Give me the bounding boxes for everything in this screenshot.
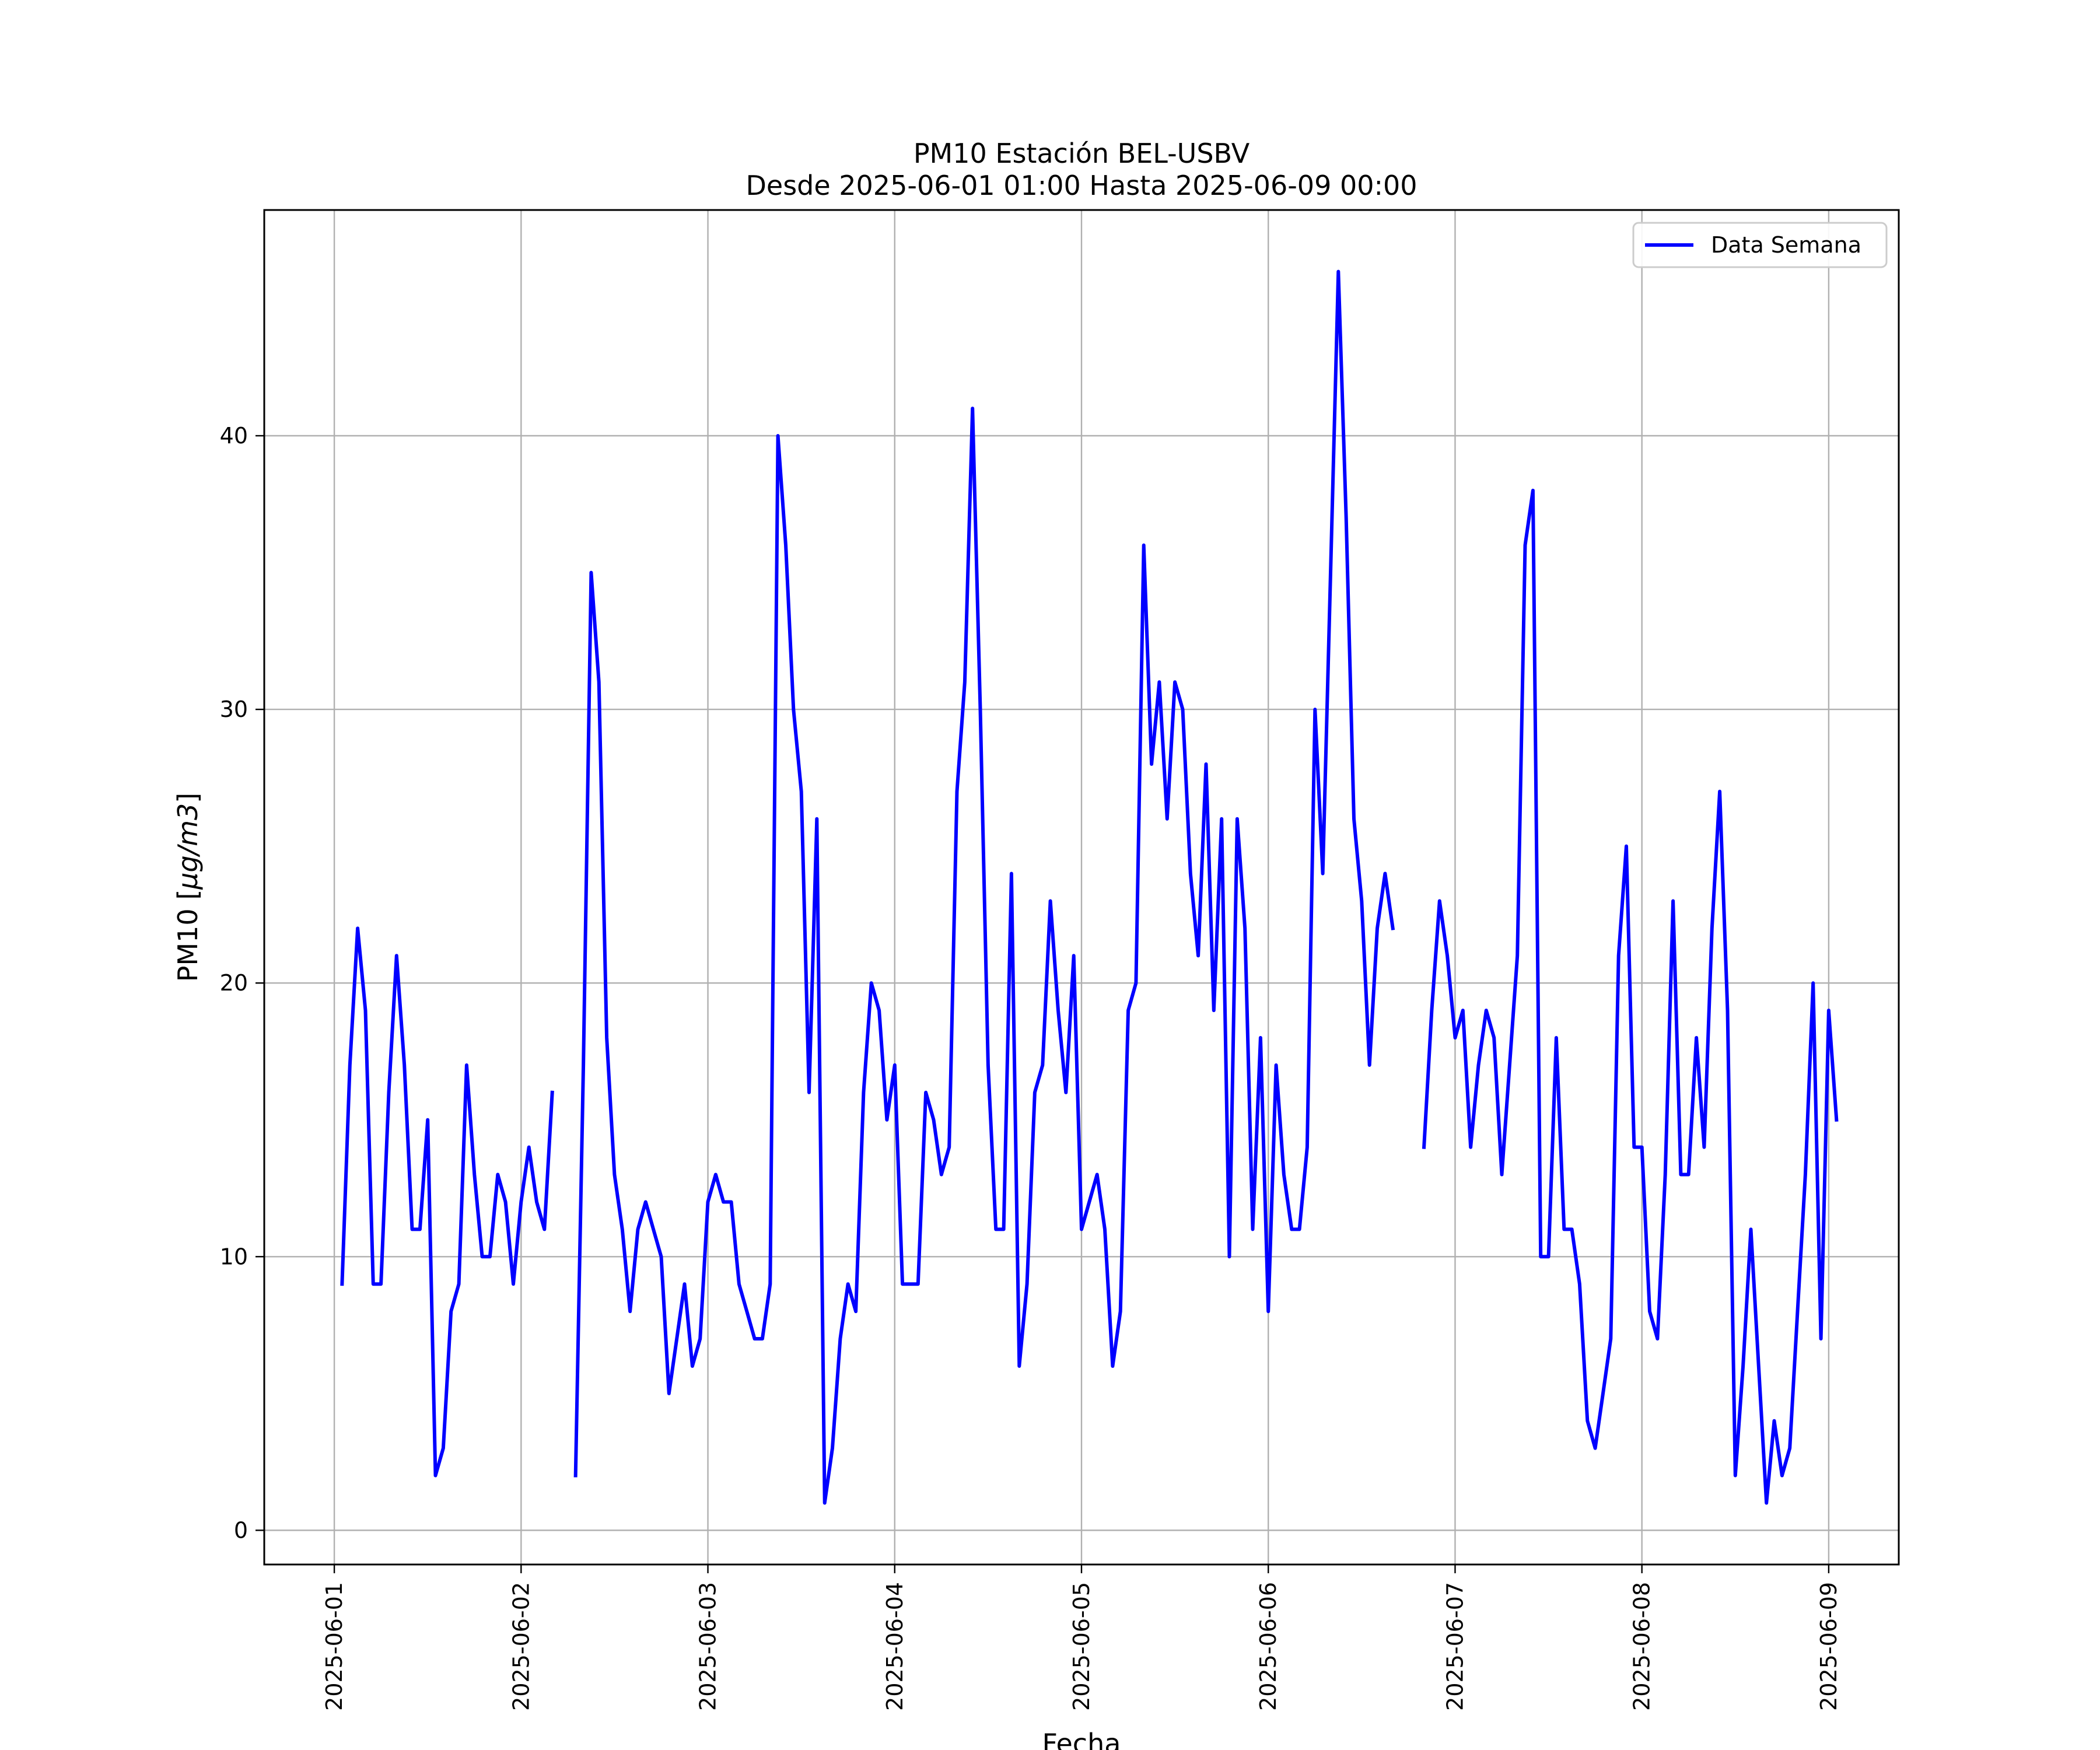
x-tick-label: 2025-06-01 — [321, 1582, 347, 1711]
x-tick-label: 2025-06-02 — [508, 1582, 534, 1711]
y-tick-label: 0 — [234, 1517, 248, 1543]
series-lines — [340, 270, 1839, 1505]
legend-box — [1632, 222, 1888, 268]
legend: Data Semana — [1632, 222, 1888, 268]
x-axis-label: Fecha — [1042, 1728, 1121, 1750]
x-tick-label: 2025-06-09 — [1816, 1582, 1842, 1711]
y-tick-label: 40 — [220, 423, 248, 449]
x-tick-label: 2025-06-06 — [1255, 1582, 1281, 1711]
y-tick-label: 10 — [220, 1244, 248, 1269]
y-tick-label: 30 — [220, 696, 248, 722]
chart-title: PM10 Estación BEL-USBV — [914, 138, 1250, 169]
x-tick-label: 2025-06-05 — [1069, 1582, 1094, 1711]
x-tick-label: 2025-06-04 — [882, 1582, 908, 1711]
chart-subtitle: Desde 2025-06-01 01:00 Hasta 2025-06-09 … — [746, 170, 1417, 201]
x-tick-label: 2025-06-07 — [1442, 1582, 1468, 1711]
series-line-0 — [340, 270, 1839, 1505]
legend-label: Data Semana — [1711, 232, 1861, 258]
x-axis-ticks: 2025-06-01 2025-06-02 2025-06-03 2025-06-04… — [321, 1564, 1842, 1711]
grid-lines — [264, 210, 1899, 1564]
x-tick-label: 2025-06-08 — [1629, 1582, 1655, 1711]
y-axis-label: PM10 [μg/m3] — [172, 793, 204, 982]
y-axis-ticks: 0 10 20 30 40 — [220, 423, 264, 1543]
x-tick-label: 2025-06-03 — [695, 1582, 721, 1711]
y-tick-label: 20 — [220, 970, 248, 996]
